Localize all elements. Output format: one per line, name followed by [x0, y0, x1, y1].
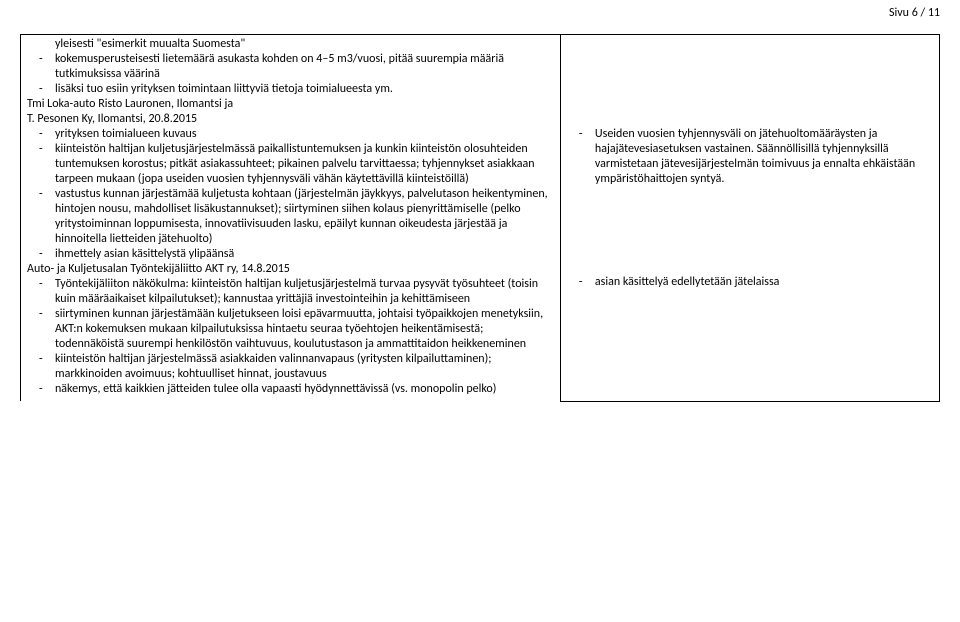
content-table: yleisesti "esimerkit muualta Suomesta" k…	[20, 34, 940, 402]
intro-line: yleisesti "esimerkit muualta Suomesta"	[27, 37, 554, 52]
left-column: yleisesti "esimerkit muualta Suomesta" k…	[21, 35, 561, 402]
right-list-2: asian käsittelyä edellytetään jätelaissa	[567, 275, 933, 290]
section-heading-line2: T. Pesonen Ky, Ilomantsi, 20.8.2015	[27, 112, 554, 127]
list-item: kokemusperusteisesti lietemäärä asukasta…	[27, 52, 554, 82]
page-number: Sivu 6 / 11	[889, 6, 940, 20]
list-item: lisäksi tuo esiin yrityksen toimintaan l…	[27, 82, 554, 97]
spacer	[567, 37, 933, 127]
list-item: Työntekijäliiton näkökulma: kiinteistön …	[27, 277, 554, 307]
list-block-2: yrityksen toimialueen kuvaus kiinteistön…	[27, 127, 554, 262]
list-item: kiinteistön haltijan kuljetusjärjestelmä…	[27, 142, 554, 187]
list-block-1: kokemusperusteisesti lietemäärä asukasta…	[27, 52, 554, 97]
list-item: näkemys, että kaikkien jätteiden tulee o…	[27, 382, 554, 397]
spacer	[567, 187, 933, 275]
document-page: Sivu 6 / 11 yleisesti "esimerkit muualta…	[0, 0, 960, 622]
right-column: Useiden vuosien tyhjennysväli on jätehuo…	[560, 35, 939, 402]
section-heading-2: Auto- ja Kuljetusalan Työntekijäliitto A…	[27, 262, 554, 277]
list-item: yrityksen toimialueen kuvaus	[27, 127, 554, 142]
list-item: siirtyminen kunnan järjestämään kuljetuk…	[27, 307, 554, 352]
list-item: asian käsittelyä edellytetään jätelaissa	[567, 275, 933, 290]
list-block-3: Työntekijäliiton näkökulma: kiinteistön …	[27, 277, 554, 397]
list-item: kiinteistön haltijan järjestelmässä asia…	[27, 352, 554, 382]
right-list-1: Useiden vuosien tyhjennysväli on jätehuo…	[567, 127, 933, 187]
list-item: vastustus kunnan järjestämää kuljetusta …	[27, 187, 554, 247]
section-heading-line1: Tmi Loka-auto Risto Lauronen, Ilomantsi …	[27, 97, 554, 112]
list-item: ihmettely asian käsittelystä ylipäänsä	[27, 247, 554, 262]
list-item: Useiden vuosien tyhjennysväli on jätehuo…	[567, 127, 933, 187]
